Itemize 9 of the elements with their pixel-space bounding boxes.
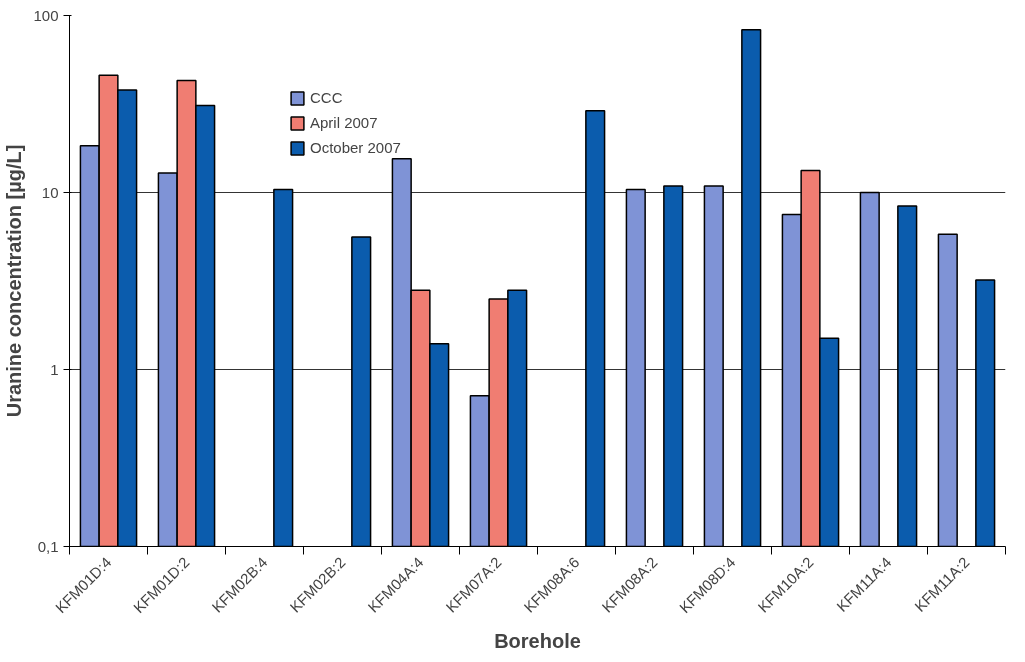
- legend-label: CCC: [310, 89, 343, 106]
- y-tick-label: 100: [33, 6, 59, 24]
- y-axis-title: Uranine concentration [µg/L]: [3, 144, 26, 418]
- legend-label: October 2007: [310, 139, 401, 156]
- y-tick-label: 1: [50, 360, 59, 378]
- x-axis-title: Borehole: [494, 630, 581, 653]
- y-tick-label: 0,1: [37, 537, 59, 555]
- legend-label: April 2007: [310, 114, 378, 131]
- y-tick-label: 10: [41, 183, 59, 201]
